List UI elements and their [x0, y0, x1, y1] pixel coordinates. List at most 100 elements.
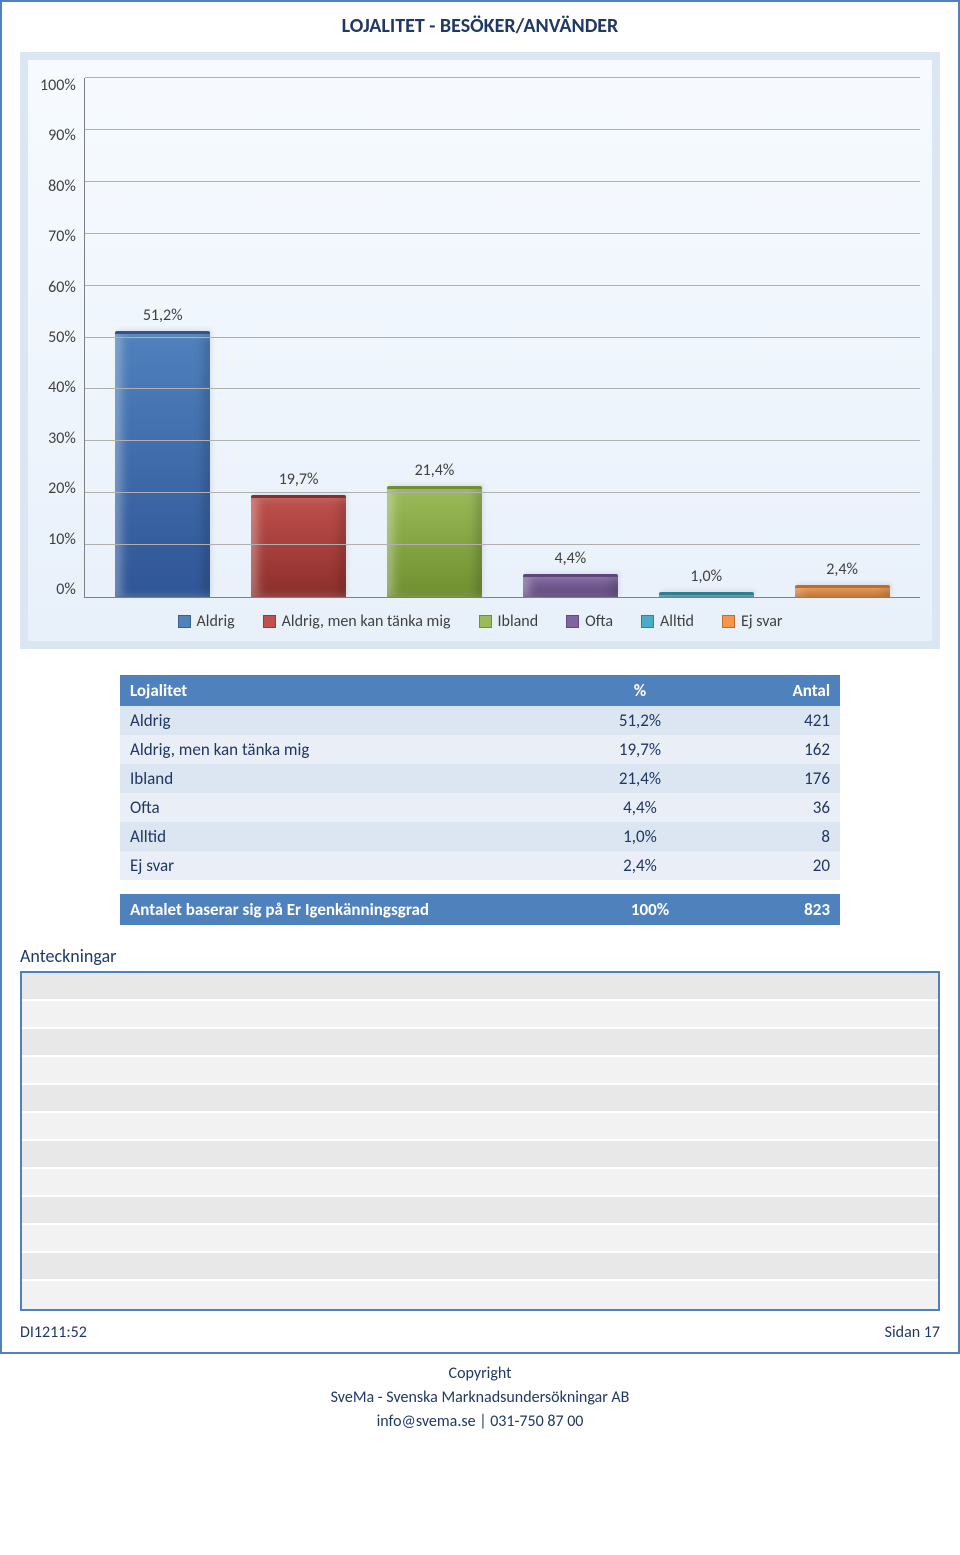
cell-pct: 2,4%	[570, 851, 710, 880]
y-tick: 0%	[56, 582, 76, 598]
below-footer: Copyright SveMa - Svenska Marknadsunders…	[0, 1354, 960, 1448]
table-row: Aldrig, men kan tänka mig19,7%162	[120, 735, 840, 764]
cell-count: 176	[710, 764, 840, 793]
legend-swatch	[479, 615, 492, 628]
legend-item: Alltid	[641, 612, 694, 631]
notes-label: Anteckningar	[20, 945, 940, 967]
page: LOJALITET - BESÖKER/ANVÄNDER 100%90%80%7…	[0, 0, 960, 1354]
col-pct: %	[570, 675, 710, 706]
y-tick: 20%	[48, 481, 76, 497]
note-row	[22, 1253, 938, 1281]
table-row: Ej svar2,4%20	[120, 851, 840, 880]
cell-count: 421	[710, 706, 840, 735]
note-row	[22, 1225, 938, 1253]
footer-org: SveMa - Svenska Marknadsundersökningar A…	[0, 1386, 960, 1410]
table-row: Ofta4,4%36	[120, 793, 840, 822]
legend-label: Alltid	[660, 612, 694, 631]
bar-chart: 100%90%80%70%60%50%40%30%20%10%0% 51,2%1…	[20, 52, 940, 649]
cell-count: 8	[710, 822, 840, 851]
footer-copyright: Copyright	[0, 1362, 960, 1386]
bar-value-label: 4,4%	[502, 549, 638, 568]
footer-right: Sidan 17	[885, 1323, 940, 1342]
cell-name: Aldrig, men kan tänka mig	[120, 735, 570, 764]
footer-left: DI1211:52	[20, 1323, 87, 1342]
table-header-row: Lojalitet % Antal	[120, 675, 840, 706]
bar-value-label: 1,0%	[638, 567, 774, 586]
bar-value-label: 21,4%	[367, 461, 503, 480]
note-row	[22, 1169, 938, 1197]
legend-swatch	[641, 615, 654, 628]
data-table: Lojalitet % Antal Aldrig51,2%421Aldrig, …	[120, 675, 840, 880]
gridline	[85, 181, 920, 182]
y-tick: 70%	[48, 229, 76, 245]
cell-name: Ibland	[120, 764, 570, 793]
gridline	[85, 285, 920, 286]
cell-count: 162	[710, 735, 840, 764]
bar-slot: 21,4%	[367, 78, 503, 597]
bar	[251, 495, 346, 597]
cell-pct: 1,0%	[570, 822, 710, 851]
note-row	[22, 1001, 938, 1029]
summary-bar: Antalet baserar sig på Er Igenkänningsgr…	[120, 894, 840, 925]
legend-label: Ibland	[498, 612, 539, 631]
bar-value-label: 19,7%	[231, 470, 367, 489]
note-row	[22, 1029, 938, 1057]
note-row	[22, 1085, 938, 1113]
table-row: Ibland21,4%176	[120, 764, 840, 793]
y-tick: 80%	[48, 179, 76, 195]
y-tick: 40%	[48, 380, 76, 396]
cell-name: Ej svar	[120, 851, 570, 880]
y-tick: 30%	[48, 431, 76, 447]
gridline	[85, 77, 920, 78]
note-row	[22, 1113, 938, 1141]
bars: 51,2% 19,7%21,4% 4,4%1,0%2,4%	[85, 78, 920, 597]
gridline	[85, 233, 920, 234]
bar-value-label: 51,2%	[95, 306, 231, 325]
bar-slot: 19,7%	[231, 78, 367, 597]
y-tick: 90%	[48, 128, 76, 144]
bar	[387, 486, 482, 597]
table-row: Alltid1,0%8	[120, 822, 840, 851]
cell-name: Alltid	[120, 822, 570, 851]
note-row	[22, 1141, 938, 1169]
plot-area: 100%90%80%70%60%50%40%30%20%10%0% 51,2%1…	[40, 78, 920, 598]
bar	[523, 574, 618, 597]
legend-swatch	[566, 615, 579, 628]
summary-count: 823	[710, 899, 830, 920]
y-axis: 100%90%80%70%60%50%40%30%20%10%0%	[40, 78, 84, 598]
legend-item: Ej svar	[722, 612, 783, 631]
cell-pct: 51,2%	[570, 706, 710, 735]
bar	[115, 331, 210, 597]
gridline	[85, 492, 920, 493]
legend-item: Aldrig, men kan tänka mig	[263, 612, 451, 631]
legend-swatch	[263, 615, 276, 628]
y-tick: 100%	[40, 78, 76, 94]
note-row	[22, 973, 938, 1001]
cell-pct: 4,4%	[570, 793, 710, 822]
chart-grid: 51,2% 19,7%21,4% 4,4%1,0%2,4%	[84, 78, 920, 598]
y-tick: 60%	[48, 280, 76, 296]
note-row	[22, 1197, 938, 1225]
col-count: Antal	[710, 675, 840, 706]
cell-pct: 21,4%	[570, 764, 710, 793]
cell-pct: 19,7%	[570, 735, 710, 764]
footer-codes: DI1211:52 Sidan 17	[2, 1319, 958, 1352]
bar-slot: 1,0%	[638, 78, 774, 597]
legend-item: Ibland	[479, 612, 539, 631]
legend-label: Aldrig, men kan tänka mig	[282, 612, 451, 631]
bar-slot: 2,4%	[774, 78, 910, 597]
bar	[659, 592, 754, 597]
cell-count: 36	[710, 793, 840, 822]
summary-pct: 100%	[590, 899, 710, 920]
legend-swatch	[722, 615, 735, 628]
bar-slot: 51,2%	[95, 78, 231, 597]
y-tick: 50%	[48, 330, 76, 346]
summary-label: Antalet baserar sig på Er Igenkänningsgr…	[130, 899, 590, 920]
legend: AldrigAldrig, men kan tänka migIblandOft…	[40, 598, 920, 631]
legend-label: Ej svar	[741, 612, 783, 631]
bar	[795, 585, 890, 597]
col-name: Lojalitet	[120, 675, 570, 706]
legend-label: Aldrig	[197, 612, 235, 631]
note-row	[22, 1281, 938, 1309]
cell-count: 20	[710, 851, 840, 880]
